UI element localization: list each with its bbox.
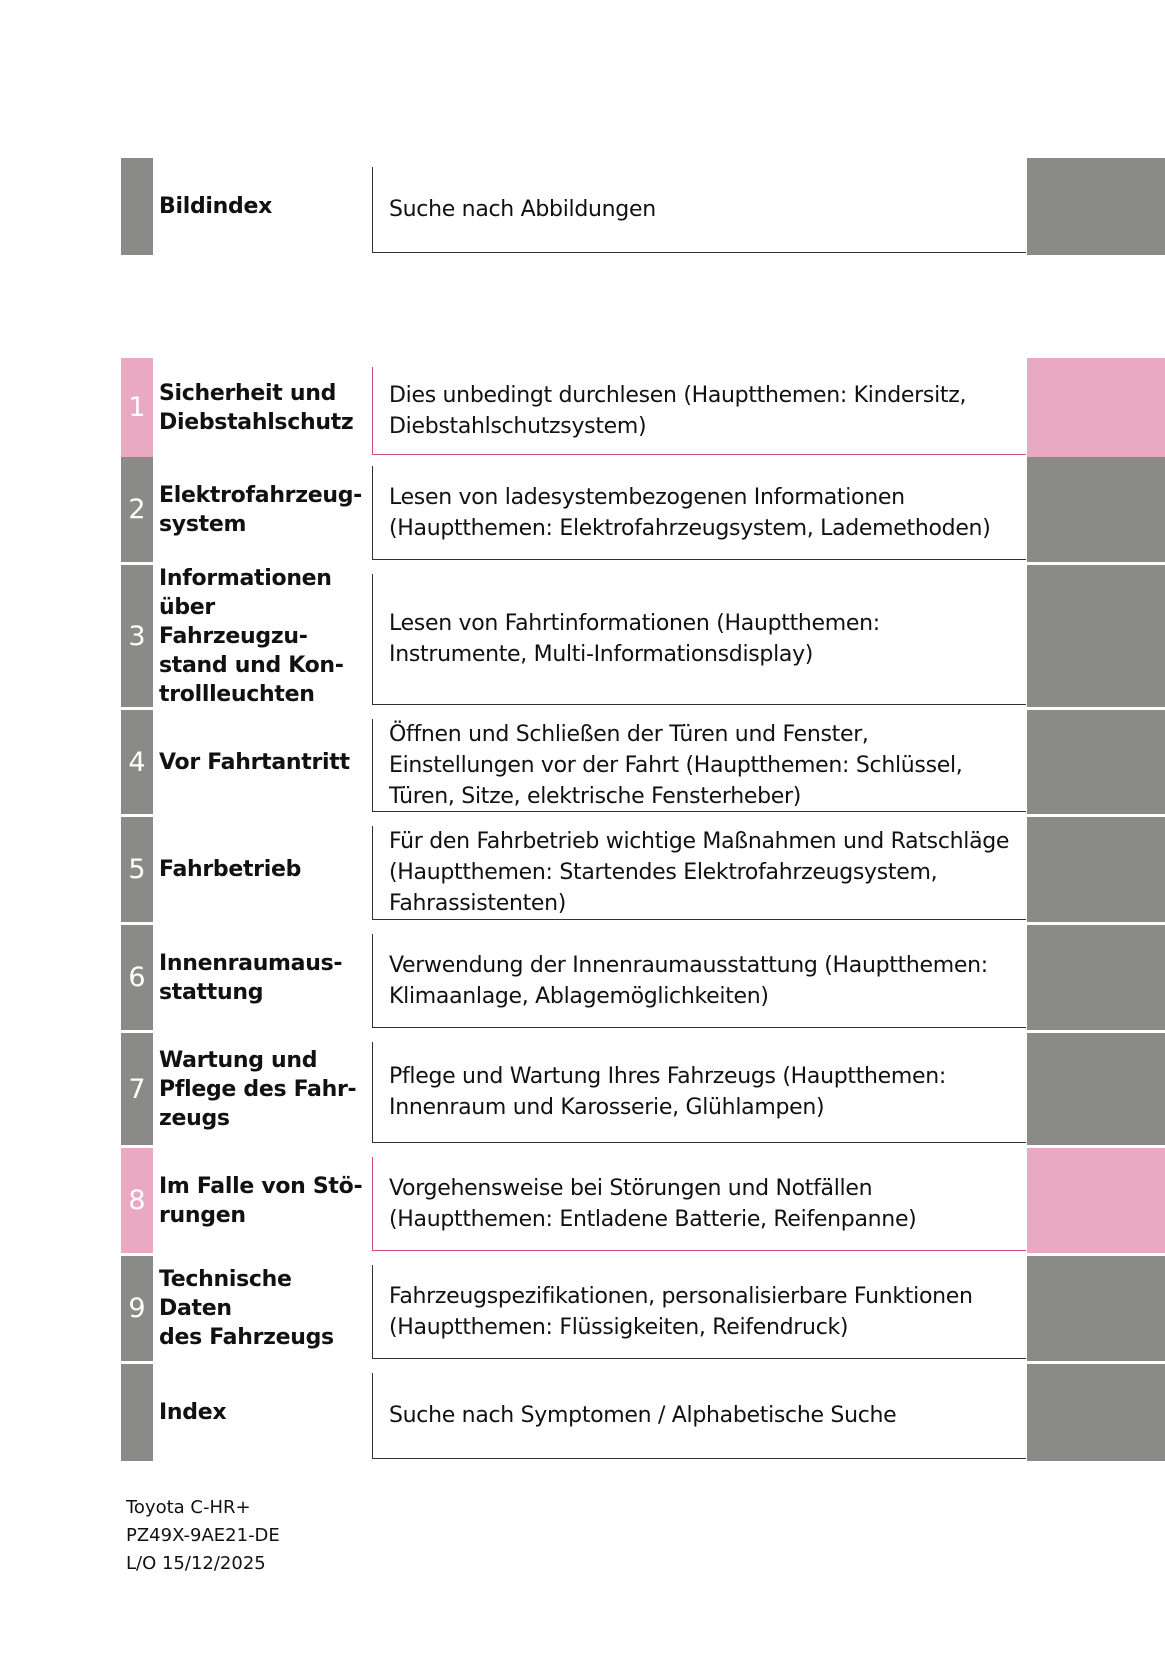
section-description: Lesen von Fahrtinformationen (Haupttheme… [372,574,1026,705]
section-number: 6 [128,962,146,993]
section-tab[interactable] [121,158,153,255]
section-title[interactable]: Elektrofahrzeug- system [159,457,369,562]
section-title[interactable]: Innenraumaus- stattung [159,925,369,1030]
section-title-text: Innenraumaus- stattung [159,950,343,1005]
section-description: Fahrzeugspezifikationen, personalisierba… [372,1265,1026,1359]
section-title-text: Elektrofahrzeug- system [159,482,362,537]
section-edge-tab[interactable] [1027,158,1165,255]
section-tab[interactable]: 2 [121,457,153,562]
section-tab[interactable]: 6 [121,925,153,1030]
section-title-text: Wartung und Pflege des Fahr- zeugs [159,1047,357,1131]
section-row[interactable]: 7 Wartung und Pflege des Fahr- zeugs Pfl… [0,1033,1165,1145]
section-row[interactable]: 3 Informationen über Fahrzeugzu- stand u… [0,565,1165,707]
section-row[interactable]: Index Suche nach Symptomen / Alphabetisc… [0,1364,1165,1461]
section-title[interactable]: Vor Fahrtantritt [159,710,369,814]
section-title-text: Index [159,1400,227,1425]
section-title-text: Im Falle von Stö- rungen [159,1173,363,1228]
section-number: 2 [128,494,146,525]
section-number: 3 [128,620,146,652]
section-description: Lesen von ladesystembezogenen Informatio… [372,466,1026,560]
section-title[interactable]: Sicherheit und Diebstahlschutz [159,358,369,457]
section-description: Suche nach Symptomen / Alphabetische Suc… [372,1373,1026,1459]
section-description: Vorgehensweise bei Störungen und Notfäll… [372,1157,1026,1251]
section-title[interactable]: Fahrbetrieb [159,817,369,922]
section-edge-tab[interactable] [1027,457,1165,562]
section-row[interactable]: Bildindex Suche nach Abbildungen [0,158,1165,255]
section-title-text: Sicherheit und Diebstahlschutz [159,380,354,435]
section-title[interactable]: Technische Daten des Fahrzeugs [159,1256,369,1361]
section-edge-tab[interactable] [1027,358,1165,457]
section-row[interactable]: 1 Sicherheit und Diebstahlschutz Dies un… [0,358,1165,457]
section-title-text: Bildindex [159,194,272,219]
section-tab[interactable]: 8 [121,1148,153,1253]
section-description: Pflege und Wartung Ihres Fahrzeugs (Haup… [372,1042,1026,1143]
section-edge-tab[interactable] [1027,925,1165,1030]
section-title-text: Technische Daten des Fahrzeugs [159,1267,334,1350]
section-number: 4 [128,746,146,778]
section-number: 9 [128,1293,146,1324]
section-tab[interactable] [121,1364,153,1461]
section-title-text: Fahrbetrieb [159,857,302,882]
footer: Toyota C-HR+ PZ49X-9AE21-DE L/O 15/12/20… [126,1494,280,1578]
footer-date: L/O 15/12/2025 [126,1553,266,1574]
section-title[interactable]: Bildindex [159,158,369,255]
section-tab[interactable]: 1 [121,358,153,457]
section-tab[interactable]: 9 [121,1256,153,1361]
section-row[interactable]: 6 Innenraumaus- stattung Verwendung der … [0,925,1165,1030]
section-tab[interactable]: 5 [121,817,153,922]
section-title[interactable]: Wartung und Pflege des Fahr- zeugs [159,1033,369,1145]
section-description: Verwendung der Innenraumausstattung (Hau… [372,934,1026,1028]
section-edge-tab[interactable] [1027,1256,1165,1361]
section-title-text: Informationen über Fahrzeugzu- stand und… [159,565,344,707]
section-title-text: Vor Fahrtantritt [159,749,350,775]
footer-code: PZ49X-9AE21-DE [126,1525,280,1546]
section-row[interactable]: 2 Elektrofahrzeug- system Lesen von lade… [0,457,1165,562]
section-description: Öffnen und Schließen der Türen und Fenst… [372,719,1026,812]
section-row[interactable]: 9 Technische Daten des Fahrzeugs Fahrzeu… [0,1256,1165,1361]
section-edge-tab[interactable] [1027,565,1165,707]
section-description: Für den Fahrbetrieb wichtige Maßnahmen u… [372,826,1026,920]
section-edge-tab[interactable] [1027,817,1165,922]
section-tab[interactable]: 4 [121,710,153,814]
section-row[interactable]: 4 Vor Fahrtantritt Öffnen und Schließen … [0,710,1165,814]
section-number: 5 [128,854,146,885]
section-row[interactable]: 8 Im Falle von Stö- rungen Vorgehensweis… [0,1148,1165,1253]
section-row[interactable]: 5 Fahrbetrieb Für den Fahrbetrieb wichti… [0,817,1165,922]
section-number: 7 [128,1073,146,1105]
section-number: 8 [128,1185,146,1216]
section-edge-tab[interactable] [1027,1364,1165,1461]
section-title[interactable]: Index [159,1364,369,1461]
section-tab[interactable]: 7 [121,1033,153,1145]
section-edge-tab[interactable] [1027,710,1165,814]
section-title[interactable]: Im Falle von Stö- rungen [159,1148,369,1253]
section-number: 1 [128,392,146,423]
section-edge-tab[interactable] [1027,1148,1165,1253]
section-description: Dies unbedingt durchlesen (Hauptthemen: … [372,367,1026,455]
section-title[interactable]: Informationen über Fahrzeugzu- stand und… [159,565,369,707]
footer-model: Toyota C-HR+ [126,1497,251,1518]
section-description: Suche nach Abbildungen [372,167,1026,253]
section-tab[interactable]: 3 [121,565,153,707]
section-edge-tab[interactable] [1027,1033,1165,1145]
